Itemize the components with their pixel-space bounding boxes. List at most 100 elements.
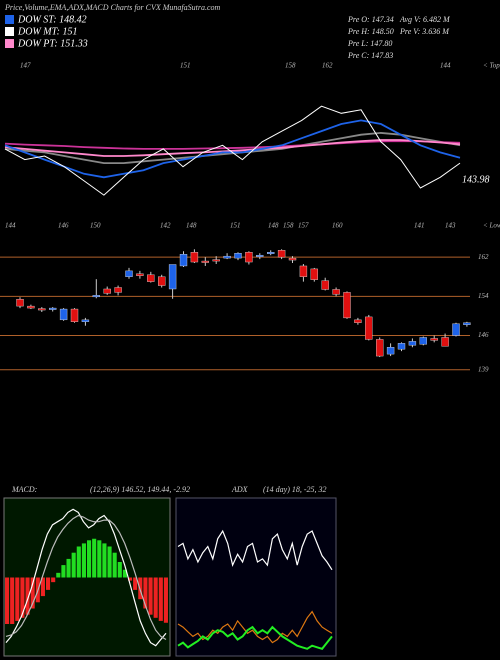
histogram-bar <box>153 577 158 618</box>
low-label: 146 <box>58 222 69 230</box>
line <box>4 139 461 157</box>
legend-entry: DOW MT: 151 <box>17 26 77 37</box>
histogram-bar <box>76 546 81 578</box>
chart-title: Price,Volume,EMA,ADX,MACD Charts for CVX… <box>4 3 221 12</box>
histogram-bar <box>15 577 20 621</box>
histogram-bar <box>25 577 30 615</box>
candle-body <box>81 319 90 322</box>
y-tick-label: 162 <box>478 253 489 261</box>
candle-body <box>103 288 111 294</box>
histogram-bar <box>46 577 51 590</box>
stat: Pre L: 147.80 <box>347 39 392 48</box>
macd-params: (12,26,9) 146.52, 149.44, -2.92 <box>90 485 190 494</box>
candle-body <box>114 287 122 293</box>
candle-body <box>299 265 308 277</box>
adx-label: ADX <box>231 485 249 494</box>
stat: Pre V: 3.636 M <box>399 27 450 36</box>
histogram-bar <box>66 558 71 578</box>
candle-body <box>452 323 460 336</box>
low-label: 151 <box>230 222 241 230</box>
histogram-bar <box>158 577 163 621</box>
histogram-bar <box>107 546 112 578</box>
candle-body <box>179 254 188 267</box>
low-label: 157 <box>298 222 309 230</box>
line <box>177 625 333 650</box>
low-label: 150 <box>90 222 101 230</box>
histogram-bar <box>128 577 133 581</box>
candle-body <box>310 268 318 280</box>
histogram-bar <box>20 577 25 618</box>
candle-body <box>49 307 57 310</box>
candle-body <box>397 343 406 350</box>
histogram-bar <box>112 552 117 578</box>
legend-entry: DOW PT: 151.33 <box>17 38 88 49</box>
candle-body <box>147 274 155 282</box>
candle-body <box>441 337 449 347</box>
low-label: 142 <box>160 222 171 230</box>
candle-body <box>332 289 340 295</box>
candle-body <box>419 337 427 345</box>
candle-body <box>38 308 46 311</box>
low-label: 141 <box>414 222 425 230</box>
line <box>5 508 167 647</box>
adx-panel <box>175 497 337 657</box>
histogram-bar <box>71 552 76 578</box>
top-caption: < Tops <box>483 62 500 70</box>
candle-body <box>70 308 79 322</box>
candle-body <box>386 347 395 355</box>
candle-body <box>125 270 133 277</box>
line <box>4 105 461 196</box>
candle-body <box>27 305 35 309</box>
candle-body <box>288 257 297 261</box>
legend-swatch <box>5 39 14 48</box>
candle-body <box>190 252 199 263</box>
candle-body <box>92 295 101 298</box>
legend-swatch <box>5 15 14 24</box>
histogram-bar <box>133 577 138 590</box>
histogram-bar <box>148 577 153 615</box>
candle-body <box>321 280 329 290</box>
top-label: 158 <box>285 62 296 70</box>
candle-body <box>256 254 264 257</box>
histogram-bar <box>102 543 107 578</box>
stat: Pre O: 147.34 <box>347 15 394 24</box>
histogram-bar <box>143 577 148 609</box>
candle-body <box>245 252 253 263</box>
y-tick-label: 146 <box>478 331 489 339</box>
candle-body <box>365 316 373 340</box>
histogram-bar <box>30 577 35 609</box>
low-label: 160 <box>332 222 343 230</box>
candle-body <box>277 250 286 258</box>
stat: Pre H: 148.50 <box>347 27 394 36</box>
low-label: 158 <box>283 222 294 230</box>
legend-swatch <box>5 27 14 36</box>
candle-body <box>267 252 275 254</box>
candle-body <box>430 338 438 341</box>
histogram-bar <box>117 562 122 578</box>
candle-body <box>408 341 417 346</box>
histogram-bar <box>81 543 86 578</box>
low-label: 148 <box>268 222 279 230</box>
candle-body <box>136 273 144 276</box>
stat: Avg V: 6.482 M <box>399 15 451 24</box>
histogram-bar <box>163 577 168 623</box>
candle-body <box>157 276 166 286</box>
y-tick-label: 139 <box>478 365 489 373</box>
histogram-bar <box>87 540 92 578</box>
histogram-bar <box>5 577 10 624</box>
candle-body <box>463 322 471 325</box>
candle-body <box>168 264 177 290</box>
candle-body <box>201 260 210 263</box>
last-label: 143.98 <box>462 174 490 185</box>
low-caption: < Lows <box>483 222 500 230</box>
histogram-bar <box>51 577 56 583</box>
histogram-bar <box>97 540 102 578</box>
adx-params: (14 day) 18, -25, 32 <box>263 485 327 494</box>
line <box>4 140 461 150</box>
low-label: 144 <box>5 222 16 230</box>
stat: Pre C: 147.83 <box>347 51 393 60</box>
histogram-bar <box>40 577 45 597</box>
histogram-bar <box>61 565 66 578</box>
candle-body <box>212 259 220 262</box>
